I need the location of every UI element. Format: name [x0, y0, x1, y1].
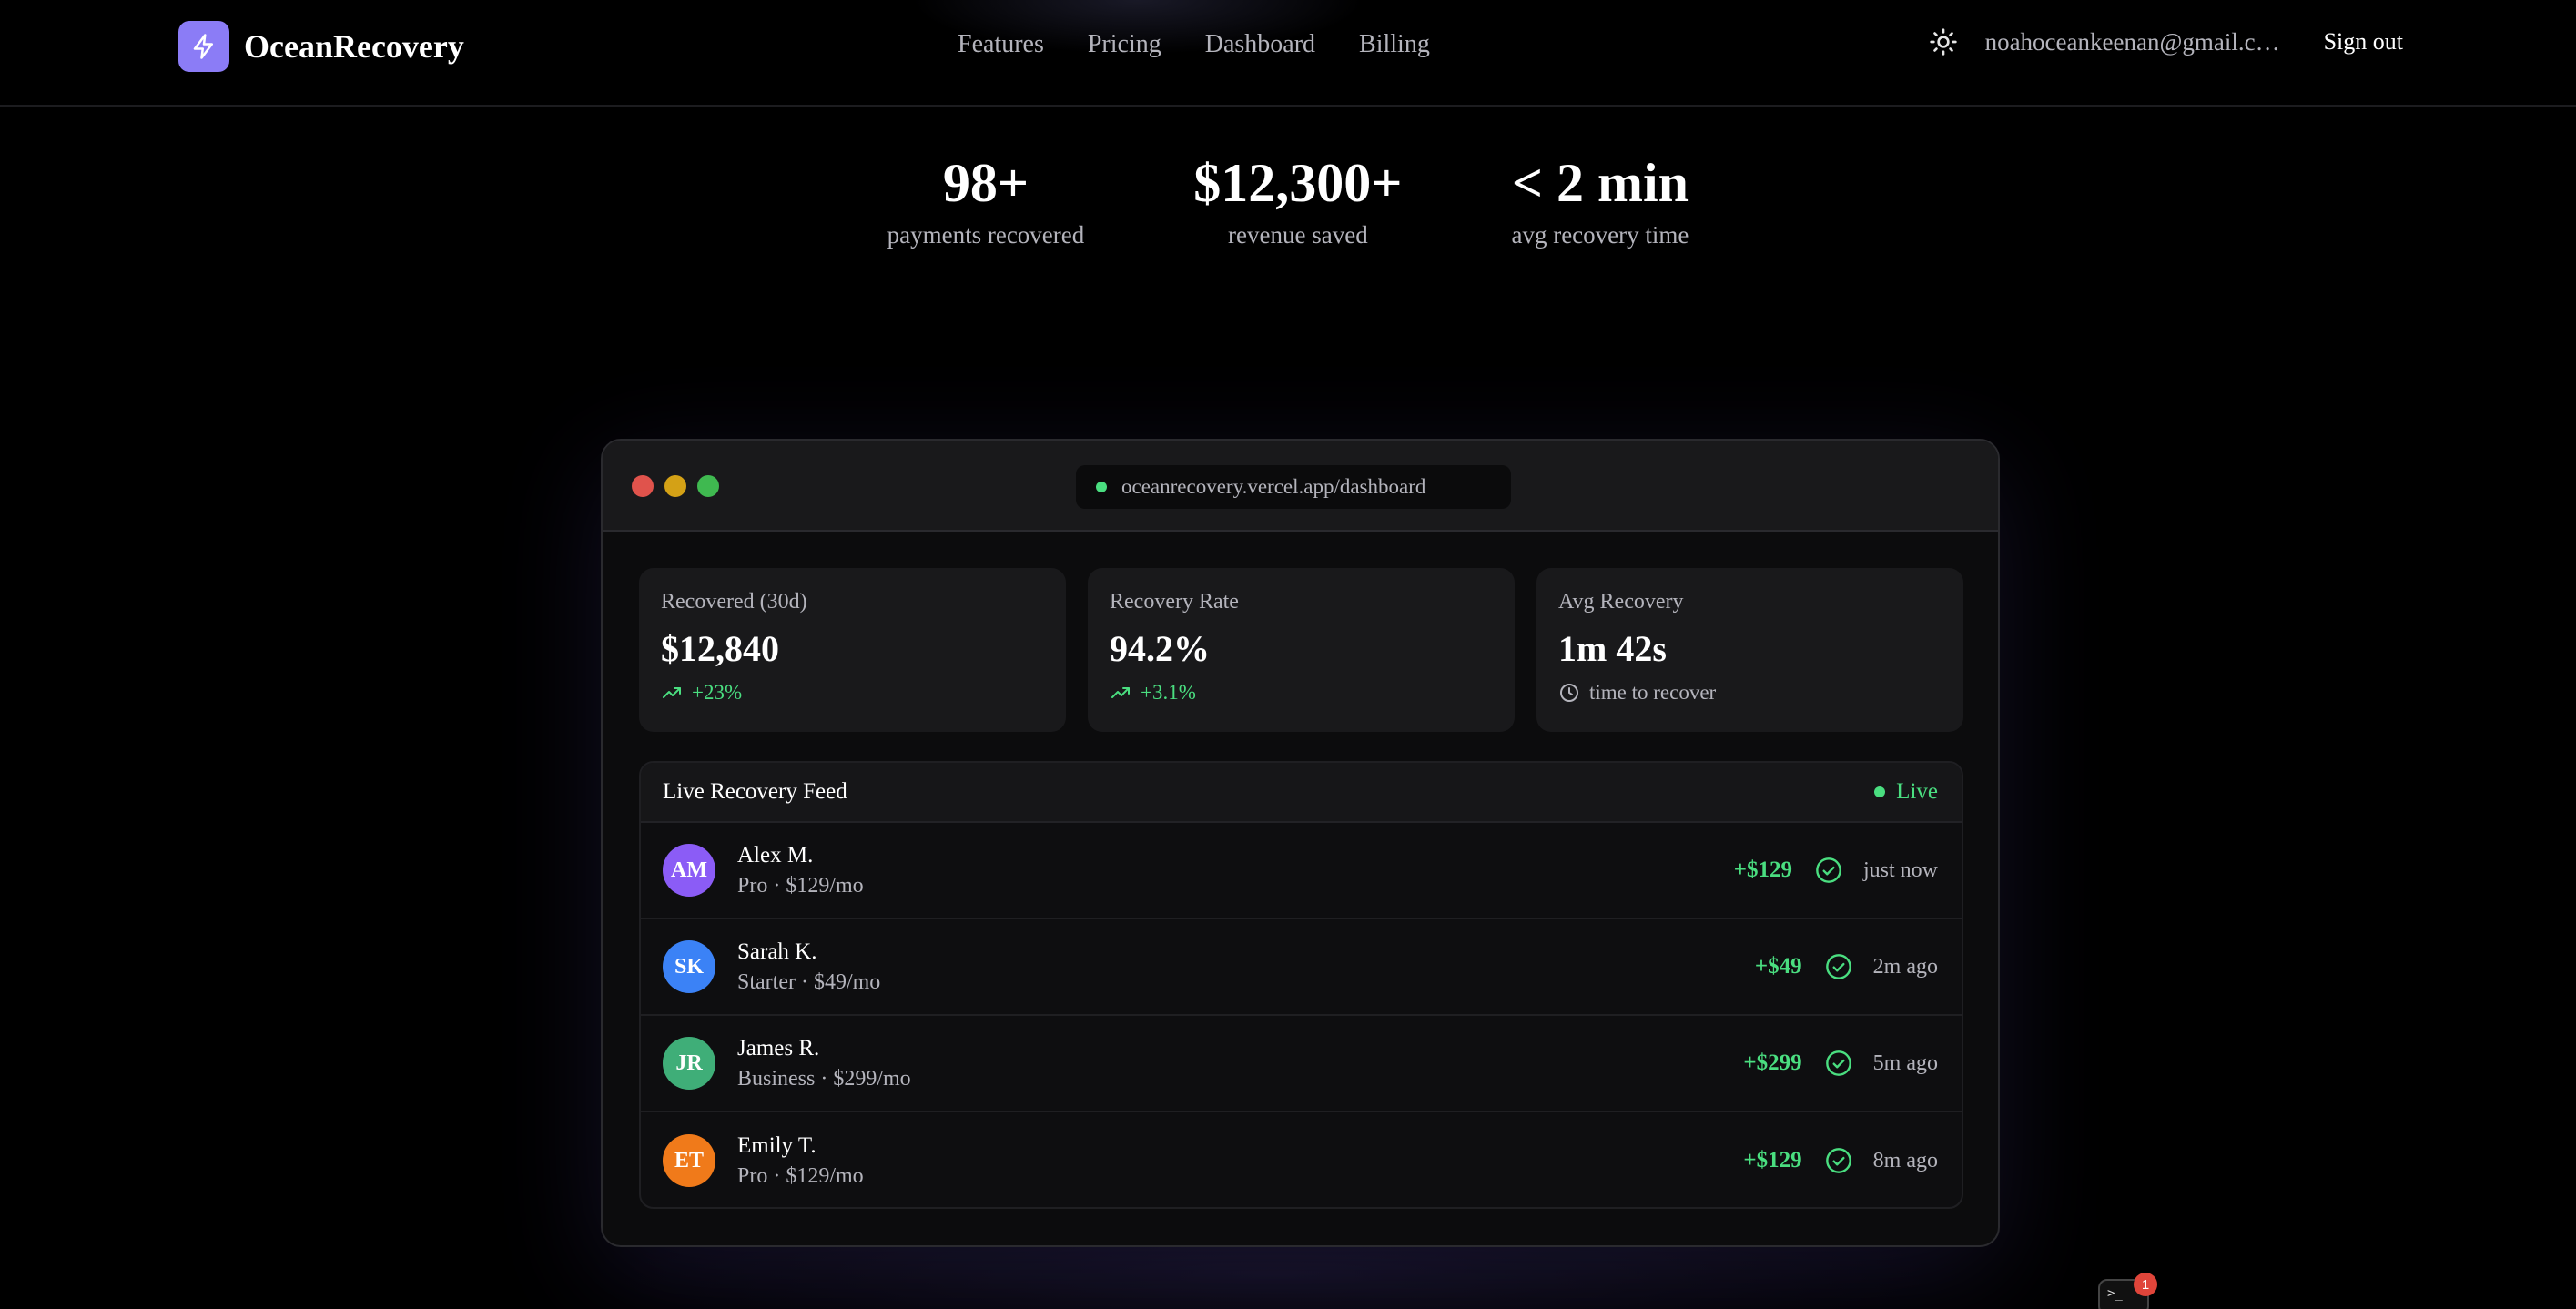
url-text: oceanrecovery.vercel.app/dashboard — [1121, 475, 1426, 498]
secure-dot-icon — [1096, 482, 1107, 492]
feed-row: AM Alex M. Pro · $129/mo +$129 just now — [641, 823, 1962, 919]
customer-name: Alex M. — [737, 842, 814, 868]
recovered-amount: +$49 — [1754, 954, 1802, 979]
user-email: noahoceankeenan@gmail.com — [1984, 27, 2286, 56]
minimize-dot — [664, 475, 686, 497]
avatar: JR — [663, 1037, 715, 1090]
header-actions: noahoceankeenan@gmail.com Sign out — [1929, 27, 2403, 56]
live-label: Live — [1896, 779, 1938, 804]
stat-payments: 98+ payments recovered — [887, 155, 1085, 249]
close-dot — [632, 475, 654, 497]
avatar: AM — [663, 844, 715, 897]
recovery-time: 2m ago — [1872, 954, 1938, 979]
card-subtext: time to recover — [1558, 681, 1942, 705]
maximize-dot — [697, 475, 719, 497]
feed-title: Live Recovery Feed — [663, 779, 847, 804]
notification-badge: 1 — [2134, 1273, 2157, 1296]
check-circle-icon — [1816, 857, 1841, 883]
check-circle-icon — [1825, 1050, 1851, 1076]
card-delta: +3.1% — [1110, 681, 1493, 705]
card-subtext-text: time to recover — [1589, 681, 1717, 704]
avatar: ET — [663, 1134, 715, 1187]
stat-label: revenue saved — [1228, 221, 1368, 249]
nav-billing[interactable]: Billing — [1359, 30, 1430, 58]
nav-features[interactable]: Features — [958, 30, 1044, 58]
avatar: SK — [663, 940, 715, 993]
check-circle-icon — [1825, 1148, 1851, 1173]
clock-icon — [1560, 684, 1578, 702]
customer-plan: Starter · $49/mo — [737, 969, 881, 994]
stat-value: 98+ — [942, 153, 1029, 213]
feed-row: JR James R. Business · $299/mo +$299 5m … — [641, 1016, 1962, 1112]
card-delta-text: +3.1% — [1141, 681, 1196, 704]
stat-label: avg recovery time — [1511, 221, 1689, 249]
customer-plan: Business · $299/mo — [737, 1066, 911, 1091]
card-value: 1m 42s — [1558, 628, 1667, 669]
card-value: 94.2% — [1110, 628, 1210, 669]
address-bar: oceanrecovery.vercel.app/dashboard — [1076, 465, 1511, 509]
browser-titlebar: oceanrecovery.vercel.app/dashboard — [603, 441, 1998, 532]
recovery-time: 5m ago — [1872, 1050, 1938, 1075]
customer-plan: Pro · $129/mo — [737, 1163, 864, 1188]
customer-info: Sarah K. Starter · $49/mo — [737, 939, 880, 995]
recovered-amount: +$129 — [1733, 857, 1792, 882]
trending-up-icon — [663, 687, 681, 698]
customer-info: James R. Business · $299/mo — [737, 1036, 911, 1091]
recovery-result: +$49 2m ago — [1755, 952, 1938, 981]
check-circle-icon — [1825, 954, 1851, 979]
card-title: Recovered (30d) — [661, 590, 807, 614]
live-dot-icon — [1874, 786, 1886, 797]
card-title: Avg Recovery — [1558, 590, 1684, 614]
browser-mockup: oceanrecovery.vercel.app/dashboard Recov… — [601, 439, 2000, 1247]
hero-stats: 98+ payments recovered $12,300+ revenue … — [0, 155, 2576, 249]
recovered-amount: +$299 — [1743, 1050, 1802, 1075]
live-recovery-feed: Live Recovery Feed Live AM Alex M. Pro ·… — [639, 761, 1963, 1209]
sun-icon[interactable] — [1929, 27, 1958, 56]
recovery-result: +$129 8m ago — [1743, 1146, 1938, 1175]
live-status: Live — [1874, 779, 1938, 805]
card-delta-text: +23% — [692, 681, 743, 704]
customer-info: Emily T. Pro · $129/mo — [737, 1133, 864, 1189]
recovered-amount: +$129 — [1743, 1148, 1802, 1172]
nav-dashboard[interactable]: Dashboard — [1204, 30, 1316, 58]
card-value: $12,840 — [661, 628, 779, 669]
trending-up-icon — [1111, 687, 1130, 698]
card-recovery-rate: Recovery Rate 94.2% +3.1% — [1088, 568, 1515, 732]
main-nav: Features Pricing Dashboard Billing — [958, 30, 1430, 59]
feed-row: ET Emily T. Pro · $129/mo +$129 8m ago — [641, 1112, 1962, 1207]
stat-revenue: $12,300+ revenue saved — [1193, 155, 1402, 249]
recovery-result: +$299 5m ago — [1743, 1049, 1938, 1078]
top-navbar: OceanRecovery Features Pricing Dashboard… — [0, 0, 2576, 107]
feed-header: Live Recovery Feed Live — [641, 763, 1962, 823]
card-delta: +23% — [661, 681, 1044, 705]
feed-row: SK Sarah K. Starter · $49/mo +$49 2m ago — [641, 919, 1962, 1016]
recovery-time: 8m ago — [1872, 1148, 1938, 1172]
customer-name: Emily T. — [737, 1132, 816, 1158]
stat-recovery-time: < 2 min avg recovery time — [1511, 155, 1689, 249]
metric-cards: Recovered (30d) $12,840 +23% Recovery Ra… — [639, 568, 1963, 732]
stat-value: < 2 min — [1511, 153, 1689, 213]
lightning-icon — [178, 21, 229, 72]
customer-info: Alex M. Pro · $129/mo — [737, 843, 864, 898]
brand-name: OceanRecovery — [244, 28, 464, 65]
nav-pricing[interactable]: Pricing — [1087, 30, 1161, 58]
customer-plan: Pro · $129/mo — [737, 873, 864, 898]
customer-name: James R. — [737, 1035, 820, 1060]
card-recovered: Recovered (30d) $12,840 +23% — [639, 568, 1066, 732]
card-avg-recovery: Avg Recovery 1m 42s time to recover — [1536, 568, 1963, 732]
recovery-time: just now — [1862, 857, 1938, 882]
stat-label: payments recovered — [887, 221, 1085, 249]
stat-value: $12,300+ — [1193, 153, 1403, 213]
recovery-result: +$129 just now — [1734, 856, 1938, 885]
card-title: Recovery Rate — [1110, 590, 1239, 614]
sign-out-button[interactable]: Sign out — [2323, 28, 2403, 55]
brand-logo[interactable]: OceanRecovery — [178, 21, 464, 72]
customer-name: Sarah K. — [737, 939, 817, 964]
